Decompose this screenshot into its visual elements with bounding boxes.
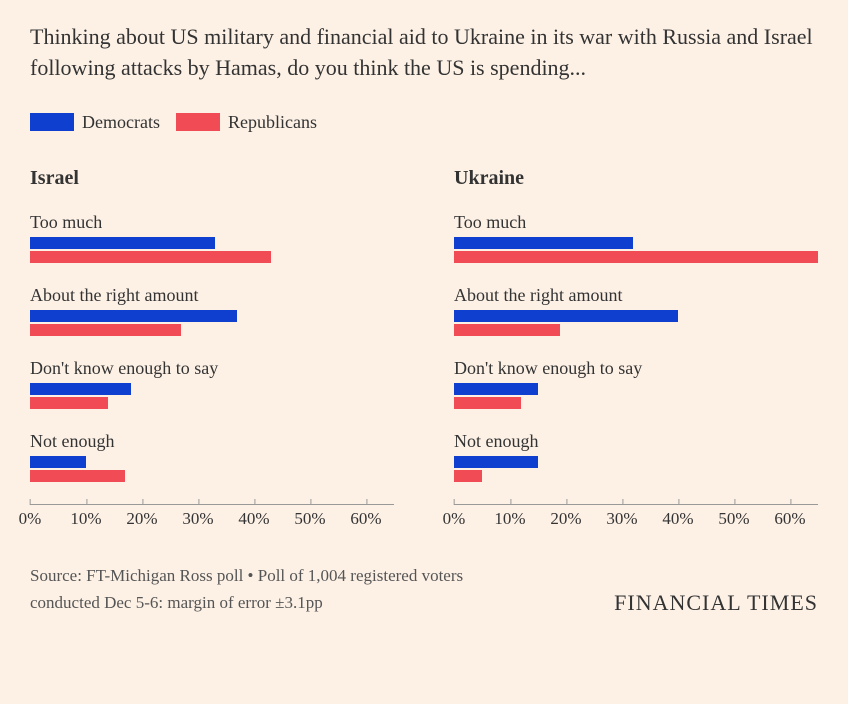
bar bbox=[454, 251, 818, 263]
bar-group: Don't know enough to say bbox=[30, 358, 394, 409]
x-axis: 0%10%20%30%40%50%60% bbox=[454, 504, 818, 534]
bar bbox=[454, 237, 633, 249]
bar-group-label: About the right amount bbox=[454, 285, 818, 306]
bar bbox=[30, 324, 181, 336]
axis-tick: 0% bbox=[19, 505, 42, 529]
bar-group: Don't know enough to say bbox=[454, 358, 818, 409]
axis-tick: 10% bbox=[494, 505, 525, 529]
legend-swatch bbox=[30, 113, 74, 131]
bar bbox=[30, 310, 237, 322]
bar-group: Too much bbox=[30, 212, 394, 263]
axis-tick: 50% bbox=[294, 505, 325, 529]
legend-item: Republicans bbox=[176, 112, 317, 133]
axis-tick-label: 30% bbox=[606, 505, 637, 529]
axis-tick-label: 50% bbox=[718, 505, 749, 529]
axis-tick: 40% bbox=[238, 505, 269, 529]
legend-item: Democrats bbox=[30, 112, 160, 133]
chart-panel: Ukraine Too much About the right amount Don… bbox=[454, 167, 818, 534]
panel-title: Ukraine bbox=[454, 167, 818, 190]
axis-tick: 10% bbox=[70, 505, 101, 529]
axis-tick: 60% bbox=[774, 505, 805, 529]
axis-tick: 30% bbox=[182, 505, 213, 529]
axis-tick-label: 40% bbox=[662, 505, 693, 529]
bar bbox=[454, 470, 482, 482]
panel-title: Israel bbox=[30, 167, 394, 190]
axis-tick: 20% bbox=[126, 505, 157, 529]
footer: Source: FT-Michigan Ross poll • Poll of … bbox=[30, 562, 818, 616]
bar-group: Not enough bbox=[30, 431, 394, 482]
bar-group: About the right amount bbox=[30, 285, 394, 336]
bar bbox=[454, 397, 521, 409]
bar bbox=[30, 470, 125, 482]
axis-tick: 20% bbox=[550, 505, 581, 529]
bar bbox=[454, 324, 560, 336]
bar bbox=[454, 383, 538, 395]
axis-tick: 40% bbox=[662, 505, 693, 529]
legend-label: Democrats bbox=[82, 112, 160, 133]
chart-panel: Israel Too much About the right amount Don'… bbox=[30, 167, 394, 534]
bar-group-label: Too much bbox=[454, 212, 818, 233]
bar-group-label: Not enough bbox=[454, 431, 818, 452]
bar bbox=[454, 456, 538, 468]
axis-tick-label: 10% bbox=[494, 505, 525, 529]
axis-tick-label: 30% bbox=[182, 505, 213, 529]
bar bbox=[454, 310, 678, 322]
axis-tick-label: 20% bbox=[126, 505, 157, 529]
bar bbox=[30, 397, 108, 409]
bar-group: Too much bbox=[454, 212, 818, 263]
legend: Democrats Republicans bbox=[30, 112, 818, 133]
bar-group-label: About the right amount bbox=[30, 285, 394, 306]
source-line-1: Source: FT-Michigan Ross poll • Poll of … bbox=[30, 562, 463, 589]
bar-group-label: Don't know enough to say bbox=[454, 358, 818, 379]
source-line-2: conducted Dec 5-6: margin of error ±3.1p… bbox=[30, 589, 463, 616]
chart-panels: Israel Too much About the right amount Don'… bbox=[30, 167, 818, 534]
bar-group-label: Not enough bbox=[30, 431, 394, 452]
bar-group-label: Don't know enough to say bbox=[30, 358, 394, 379]
axis-tick-label: 0% bbox=[443, 505, 466, 529]
axis-tick-label: 20% bbox=[550, 505, 581, 529]
axis-tick-label: 60% bbox=[350, 505, 381, 529]
axis-tick-label: 50% bbox=[294, 505, 325, 529]
axis-tick: 60% bbox=[350, 505, 381, 529]
bar bbox=[30, 383, 131, 395]
bar-group-label: Too much bbox=[30, 212, 394, 233]
bar bbox=[30, 456, 86, 468]
axis-tick-label: 0% bbox=[19, 505, 42, 529]
legend-label: Republicans bbox=[228, 112, 317, 133]
bar-group: Not enough bbox=[454, 431, 818, 482]
axis-tick-label: 10% bbox=[70, 505, 101, 529]
axis-tick-label: 40% bbox=[238, 505, 269, 529]
axis-tick-label: 60% bbox=[774, 505, 805, 529]
axis-tick: 50% bbox=[718, 505, 749, 529]
bar bbox=[30, 237, 215, 249]
source-text: Source: FT-Michigan Ross poll • Poll of … bbox=[30, 562, 463, 616]
chart-title: Thinking about US military and financial… bbox=[30, 22, 818, 84]
axis-tick: 30% bbox=[606, 505, 637, 529]
brand-logo: FINANCIAL TIMES bbox=[614, 590, 818, 616]
bar-group: About the right amount bbox=[454, 285, 818, 336]
bar bbox=[30, 251, 271, 263]
legend-swatch bbox=[176, 113, 220, 131]
x-axis: 0%10%20%30%40%50%60% bbox=[30, 504, 394, 534]
axis-tick: 0% bbox=[443, 505, 466, 529]
